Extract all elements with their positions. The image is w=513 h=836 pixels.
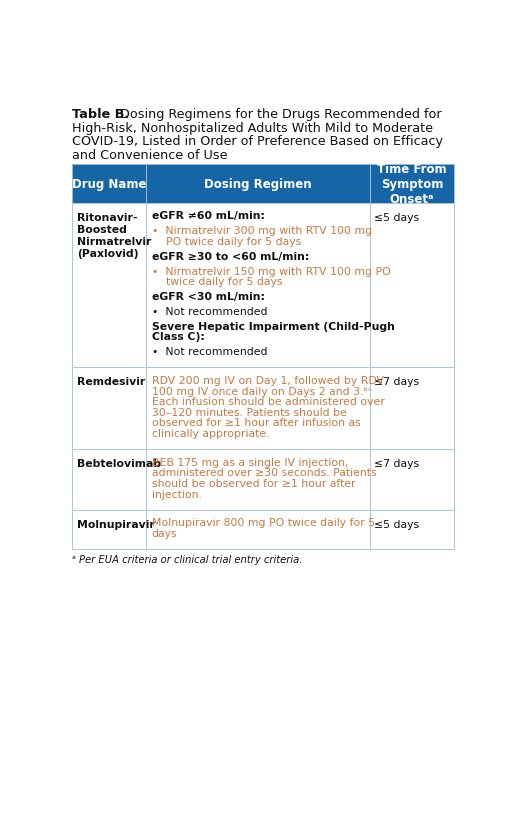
Bar	[146, 450, 370, 510]
Text: BEB 175 mg as a single IV injection,: BEB 175 mg as a single IV injection,	[152, 457, 348, 467]
Bar	[72, 203, 146, 368]
Text: Boosted: Boosted	[77, 225, 127, 235]
Bar	[146, 165, 370, 203]
Bar	[146, 510, 370, 549]
Text: RDV 200 mg IV on Day 1, followed by RDV: RDV 200 mg IV on Day 1, followed by RDV	[152, 375, 384, 385]
Text: days: days	[152, 528, 177, 538]
Bar	[146, 510, 370, 549]
Text: Remdesivir: Remdesivir	[77, 377, 146, 387]
Text: •  Nirmatrelvir 300 mg with RTV 100 mg: • Nirmatrelvir 300 mg with RTV 100 mg	[152, 226, 372, 236]
Bar	[72, 203, 146, 368]
Text: 30–120 minutes. Patients should be: 30–120 minutes. Patients should be	[152, 407, 347, 417]
Bar	[370, 368, 454, 450]
Text: Time From
Symptom
Onsetᵃ: Time From Symptom Onsetᵃ	[377, 163, 447, 206]
Text: ≤5 days: ≤5 days	[374, 212, 419, 222]
Text: ≤7 days: ≤7 days	[374, 459, 419, 469]
Text: Bebtelovimab: Bebtelovimab	[77, 459, 162, 469]
Text: Class C):: Class C):	[152, 332, 205, 342]
Text: twice daily for 5 days: twice daily for 5 days	[152, 277, 282, 287]
Text: Molnupiravir 800 mg PO twice daily for 5: Molnupiravir 800 mg PO twice daily for 5	[152, 517, 375, 528]
Bar	[370, 510, 454, 549]
Bar	[370, 510, 454, 549]
Text: PO twice daily for 5 days: PO twice daily for 5 days	[152, 237, 301, 247]
Bar	[370, 165, 454, 203]
Text: eGFR ≠60 mL/min:: eGFR ≠60 mL/min:	[152, 211, 265, 221]
Text: (Paxlovid): (Paxlovid)	[77, 248, 139, 258]
Bar	[370, 203, 454, 368]
Bar	[370, 203, 454, 368]
Text: Severe Hepatic Impairment (Child-Pugh: Severe Hepatic Impairment (Child-Pugh	[152, 321, 394, 331]
Bar	[370, 165, 454, 203]
Text: Dosing Regimen: Dosing Regimen	[204, 178, 312, 191]
Text: 100 mg IV once daily on Days 2 and 3.ᵇᶜ: 100 mg IV once daily on Days 2 and 3.ᵇᶜ	[152, 386, 372, 396]
Text: and Convenience of Use: and Convenience of Use	[72, 148, 227, 161]
Bar	[72, 368, 146, 450]
Text: should be observed for ≥1 hour after: should be observed for ≥1 hour after	[152, 478, 356, 488]
Text: COVID-19, Listed in Order of Preference Based on Efficacy: COVID-19, Listed in Order of Preference …	[72, 135, 443, 148]
Text: Nirmatrelvir: Nirmatrelvir	[77, 237, 152, 247]
Bar	[370, 450, 454, 510]
Bar	[146, 203, 370, 368]
Text: administered over ≥30 seconds. Patients: administered over ≥30 seconds. Patients	[152, 468, 377, 478]
Text: Dosing Regimens for the Drugs Recommended for: Dosing Regimens for the Drugs Recommende…	[116, 108, 442, 121]
Text: clinically appropriate.: clinically appropriate.	[152, 429, 269, 439]
Bar	[72, 165, 146, 203]
Bar	[146, 450, 370, 510]
Bar	[72, 450, 146, 510]
Text: observed for ≥1 hour after infusion as: observed for ≥1 hour after infusion as	[152, 418, 361, 428]
Text: Table B.: Table B.	[72, 108, 129, 121]
Text: •  Not recommended: • Not recommended	[152, 307, 267, 317]
Bar	[370, 450, 454, 510]
Bar	[146, 368, 370, 450]
Bar	[72, 510, 146, 549]
Bar	[72, 368, 146, 450]
Text: eGFR <30 mL/min:: eGFR <30 mL/min:	[152, 292, 265, 302]
Text: Molnupiravir: Molnupiravir	[77, 519, 155, 529]
Text: ≤5 days: ≤5 days	[374, 519, 419, 529]
Bar	[72, 510, 146, 549]
Text: eGFR ≥30 to <60 mL/min:: eGFR ≥30 to <60 mL/min:	[152, 252, 309, 262]
Bar	[146, 165, 370, 203]
Text: Drug Name: Drug Name	[72, 178, 146, 191]
Text: Ritonavir-: Ritonavir-	[77, 212, 138, 222]
Bar	[146, 203, 370, 368]
Bar	[72, 450, 146, 510]
Text: ᵃ Per EUA criteria or clinical trial entry criteria.: ᵃ Per EUA criteria or clinical trial ent…	[72, 555, 302, 565]
Text: ≤7 days: ≤7 days	[374, 377, 419, 387]
Bar	[72, 165, 146, 203]
Text: •  Nirmatrelvir 150 mg with RTV 100 mg PO: • Nirmatrelvir 150 mg with RTV 100 mg PO	[152, 266, 390, 276]
Text: injection.: injection.	[152, 489, 202, 499]
Text: High-Risk, Nonhospitalized Adults With Mild to Moderate: High-Risk, Nonhospitalized Adults With M…	[72, 121, 433, 135]
Text: •  Not recommended: • Not recommended	[152, 347, 267, 357]
Bar	[370, 368, 454, 450]
Bar	[146, 368, 370, 450]
Text: Each infusion should be administered over: Each infusion should be administered ove…	[152, 397, 385, 406]
